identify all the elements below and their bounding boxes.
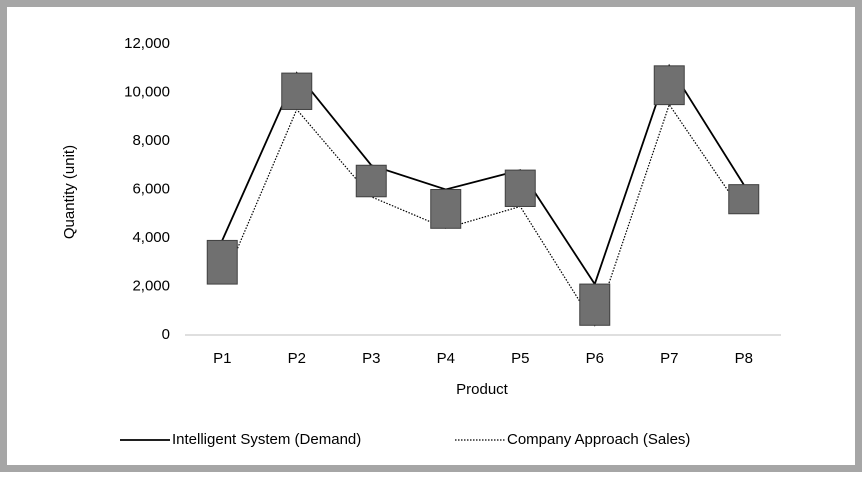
up-down-bar	[430, 189, 462, 229]
x-tick-label: P3	[362, 350, 380, 367]
y-tick-label: 0	[162, 326, 170, 343]
y-tick-label: 2,000	[132, 277, 170, 294]
x-tick-label: P2	[288, 350, 306, 367]
y-axis-label: Quantity (unit)	[61, 145, 78, 239]
series-line	[221, 103, 745, 327]
up-down-bar	[653, 65, 685, 106]
x-tick-label: P5	[511, 350, 529, 367]
x-tick-label: P1	[213, 350, 231, 367]
legend-label: Intelligent System (Demand)	[172, 431, 361, 448]
up-down-bar	[728, 184, 760, 215]
up-down-bar	[504, 169, 536, 207]
x-tick-label: P4	[437, 350, 455, 367]
legend-label: Company Approach (Sales)	[507, 431, 690, 448]
up-down-bar	[206, 239, 238, 285]
y-tick-label: 10,000	[124, 83, 170, 100]
y-tick-label: 4,000	[132, 229, 170, 246]
up-down-bar	[281, 72, 313, 110]
y-tick-label: 6,000	[132, 180, 170, 197]
x-axis-label: Product	[456, 381, 509, 398]
x-tick-label: P8	[735, 350, 753, 367]
up-down-bar	[579, 283, 611, 326]
x-tick-label: P6	[586, 350, 604, 367]
up-down-bar	[355, 164, 387, 198]
y-tick-label: 8,000	[132, 132, 170, 149]
x-tick-label: P7	[660, 350, 678, 367]
y-tick-label: 12,000	[124, 35, 170, 52]
